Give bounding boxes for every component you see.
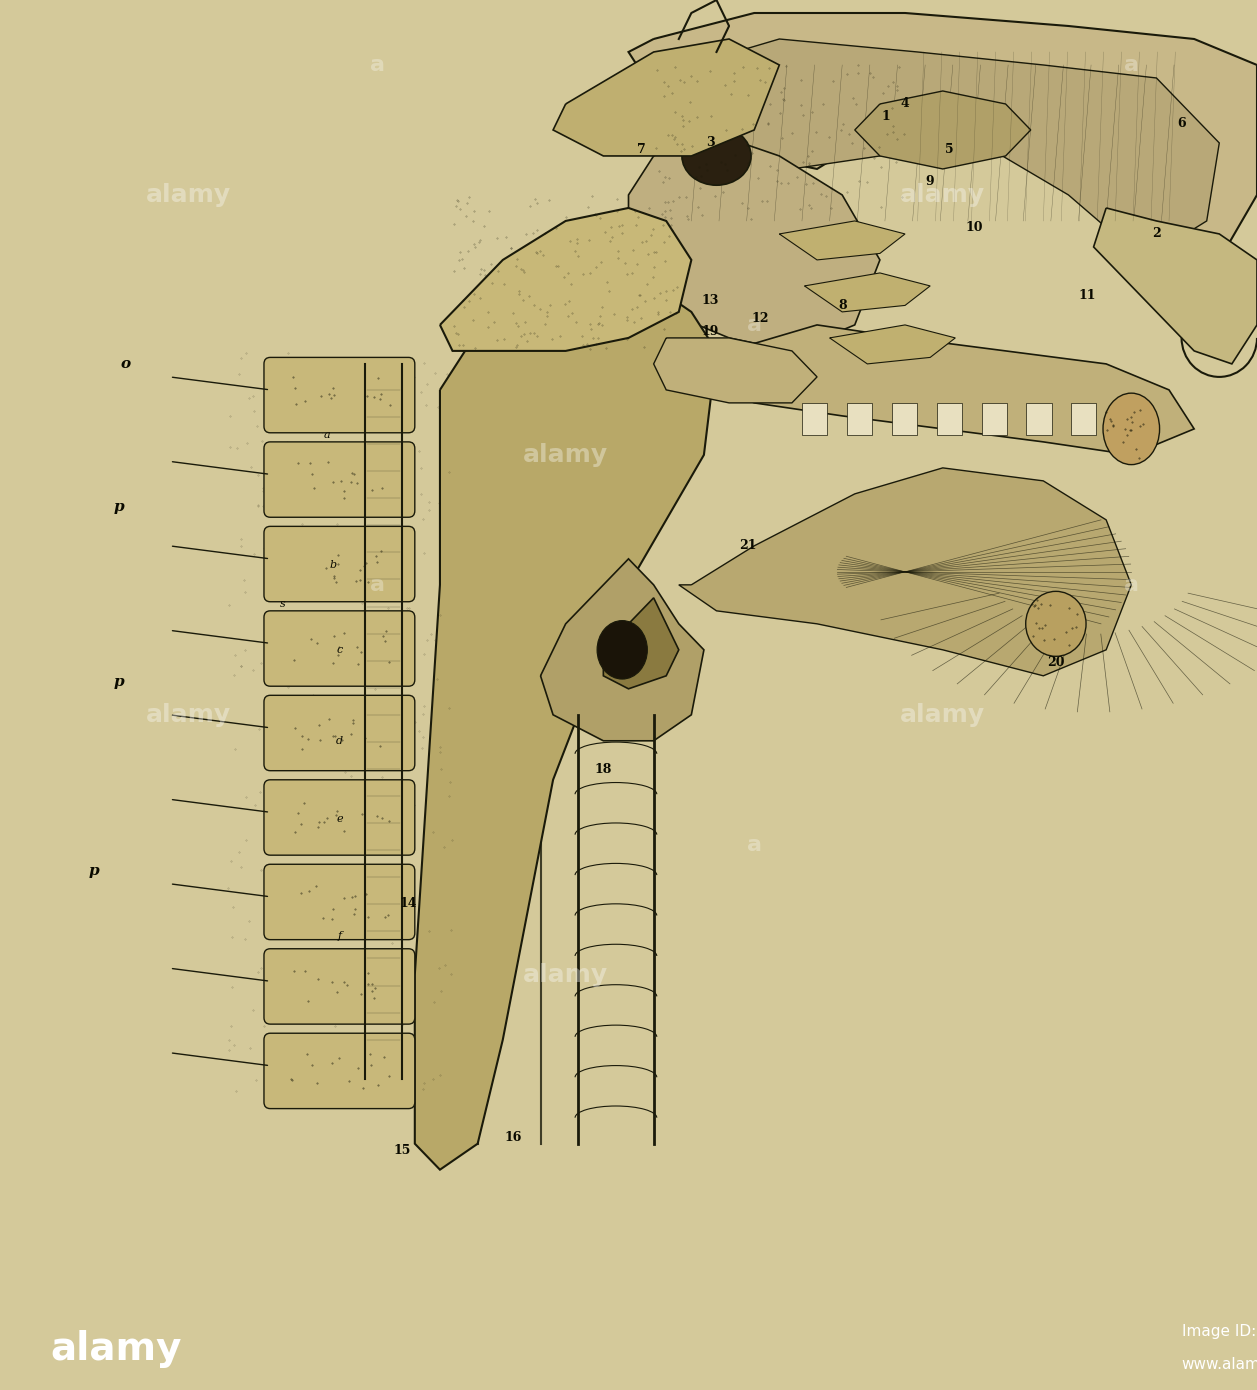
- Bar: [891, 403, 916, 435]
- Text: 11: 11: [1079, 289, 1096, 302]
- Text: 8: 8: [838, 299, 846, 311]
- FancyArrowPatch shape: [172, 546, 268, 559]
- Text: 20: 20: [1047, 656, 1065, 670]
- PathPatch shape: [654, 338, 817, 403]
- Text: a: a: [323, 431, 331, 441]
- Text: 14: 14: [400, 897, 417, 910]
- PathPatch shape: [415, 286, 716, 1170]
- PathPatch shape: [830, 325, 955, 364]
- FancyBboxPatch shape: [264, 442, 415, 517]
- Text: alamy: alamy: [523, 443, 608, 467]
- Text: alamy: alamy: [50, 1330, 182, 1368]
- Text: 18: 18: [595, 763, 612, 776]
- FancyArrowPatch shape: [172, 799, 268, 812]
- Bar: [1071, 403, 1096, 435]
- Text: 19: 19: [701, 325, 719, 338]
- PathPatch shape: [779, 221, 905, 260]
- Text: e: e: [336, 813, 343, 824]
- Text: 13: 13: [701, 293, 719, 307]
- FancyBboxPatch shape: [264, 695, 415, 770]
- Text: 7: 7: [637, 143, 645, 156]
- Text: 6: 6: [1178, 117, 1185, 131]
- Text: f: f: [337, 931, 342, 941]
- Text: alamy: alamy: [146, 703, 231, 727]
- Text: a: a: [747, 316, 762, 335]
- Text: b: b: [329, 560, 337, 570]
- PathPatch shape: [553, 39, 779, 156]
- FancyBboxPatch shape: [264, 949, 415, 1024]
- FancyArrowPatch shape: [172, 884, 268, 897]
- Text: 10: 10: [965, 221, 983, 234]
- Bar: [1027, 403, 1052, 435]
- Text: a: a: [370, 575, 385, 595]
- FancyBboxPatch shape: [264, 865, 415, 940]
- PathPatch shape: [603, 598, 679, 689]
- FancyArrowPatch shape: [172, 1054, 268, 1065]
- Text: a: a: [747, 835, 762, 855]
- Text: 9: 9: [926, 175, 934, 189]
- Text: 21: 21: [739, 539, 757, 552]
- FancyBboxPatch shape: [264, 610, 415, 687]
- FancyBboxPatch shape: [264, 780, 415, 855]
- Text: 2: 2: [1153, 228, 1160, 240]
- Text: 1: 1: [882, 110, 890, 124]
- FancyArrowPatch shape: [172, 461, 268, 474]
- Text: alamy: alamy: [900, 703, 985, 727]
- Text: p: p: [89, 863, 99, 877]
- Text: 12: 12: [752, 311, 769, 325]
- PathPatch shape: [804, 272, 930, 311]
- FancyArrowPatch shape: [172, 377, 268, 389]
- Text: 15: 15: [393, 1144, 411, 1156]
- Text: a: a: [1124, 575, 1139, 595]
- PathPatch shape: [628, 129, 880, 350]
- Ellipse shape: [681, 126, 750, 185]
- Ellipse shape: [1104, 393, 1159, 464]
- PathPatch shape: [440, 208, 691, 350]
- Bar: [1116, 403, 1141, 435]
- FancyBboxPatch shape: [264, 357, 415, 432]
- Text: 5: 5: [945, 143, 953, 156]
- Text: alamy: alamy: [900, 183, 985, 207]
- Bar: [936, 403, 962, 435]
- Text: o: o: [121, 357, 131, 371]
- Text: www.alamy.com: www.alamy.com: [1182, 1357, 1257, 1372]
- PathPatch shape: [628, 13, 1257, 286]
- Bar: [847, 403, 872, 435]
- PathPatch shape: [691, 325, 1194, 455]
- Text: d: d: [336, 735, 343, 746]
- Text: 16: 16: [504, 1130, 522, 1144]
- Text: alamy: alamy: [523, 963, 608, 987]
- Text: c: c: [337, 645, 342, 655]
- FancyBboxPatch shape: [264, 527, 415, 602]
- Text: a: a: [1124, 56, 1139, 75]
- PathPatch shape: [541, 559, 704, 741]
- Text: Image ID: RD3DTG: Image ID: RD3DTG: [1182, 1323, 1257, 1339]
- Text: alamy: alamy: [146, 183, 231, 207]
- FancyArrowPatch shape: [172, 631, 268, 644]
- Text: p: p: [114, 500, 124, 514]
- Text: 3: 3: [706, 136, 714, 150]
- Ellipse shape: [597, 620, 647, 680]
- Text: a: a: [370, 56, 385, 75]
- Ellipse shape: [1026, 591, 1086, 656]
- FancyArrowPatch shape: [172, 716, 268, 727]
- Text: 4: 4: [901, 97, 909, 110]
- PathPatch shape: [679, 468, 1131, 676]
- Bar: [802, 403, 827, 435]
- Text: p: p: [114, 676, 124, 689]
- FancyBboxPatch shape: [264, 1033, 415, 1109]
- Text: s: s: [280, 599, 285, 609]
- PathPatch shape: [1094, 208, 1257, 364]
- Bar: [982, 403, 1007, 435]
- PathPatch shape: [855, 90, 1031, 170]
- PathPatch shape: [679, 39, 1219, 260]
- FancyArrowPatch shape: [172, 969, 268, 981]
